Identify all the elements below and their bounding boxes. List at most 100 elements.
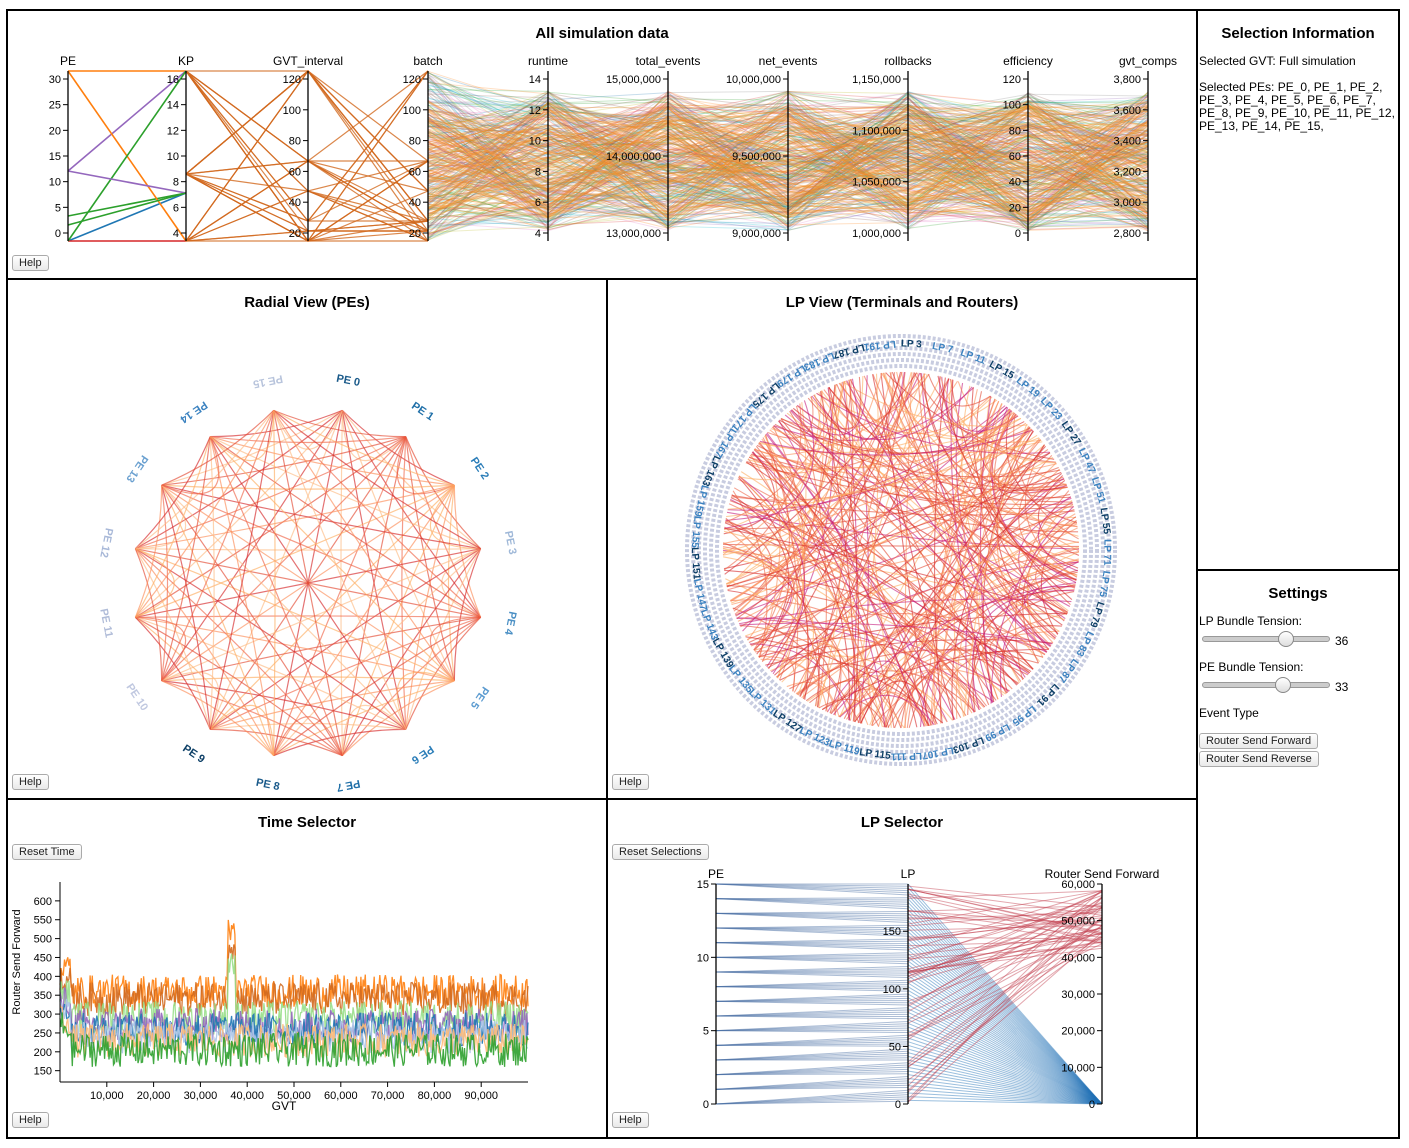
lp-selector-line bbox=[907, 1019, 1103, 1105]
lp-selector-line bbox=[907, 953, 1103, 1105]
radial-node-label[interactable]: PE 3 bbox=[502, 530, 518, 556]
lp-selector-line bbox=[907, 914, 1103, 944]
lp-node-label[interactable]: LP 3 bbox=[901, 338, 923, 350]
lp-node-label[interactable]: LP 111 bbox=[890, 750, 922, 762]
radial-node-label[interactable]: PE 6 bbox=[409, 743, 436, 766]
pc-axis[interactable]: rollbacks 1,150,000 1,100,000 1,050,000 1,00… bbox=[852, 54, 932, 241]
pc-axis[interactable]: batch 120 100 80 60 40 20 bbox=[403, 54, 443, 241]
radial-node-label[interactable]: PE 5 bbox=[468, 684, 491, 711]
radial-node-label[interactable]: PE 4 bbox=[502, 610, 519, 637]
lp-node-label[interactable]: LP 167 bbox=[712, 426, 738, 459]
lp-tension-slider[interactable] bbox=[1202, 631, 1330, 647]
time-series-line bbox=[59, 944, 529, 1018]
lp-edge bbox=[790, 410, 1051, 648]
lp-edge bbox=[745, 636, 944, 724]
pc-tick-label: 40 bbox=[1009, 177, 1021, 189]
lp-selector-help-button[interactable]: Help bbox=[612, 1112, 649, 1128]
lp-node-label[interactable]: LP 191 bbox=[863, 338, 896, 352]
reset-time-button[interactable]: Reset Time bbox=[12, 844, 82, 860]
lp-edge bbox=[738, 394, 821, 481]
lp-selector-line bbox=[715, 1013, 909, 1017]
radial-node-label[interactable]: PE 10 bbox=[123, 682, 150, 714]
lp-node-label[interactable]: LP 19 bbox=[1014, 375, 1042, 400]
lp-node-label[interactable]: LP 139 bbox=[710, 637, 736, 671]
lp-node-label[interactable]: LP 115 bbox=[859, 747, 892, 762]
pc-axis[interactable]: gvt_comps 3,800 3,600 3,400 3,200 3,000 2,800 bbox=[1113, 54, 1177, 241]
pc-axis[interactable]: KP 16 14 12 10 8 6 4 bbox=[167, 54, 194, 241]
lp-edge bbox=[976, 428, 1033, 700]
radial-edge bbox=[210, 436, 406, 444]
lp-node-label[interactable]: LP 75 bbox=[1096, 570, 1111, 598]
radial-node-label[interactable]: PE 2 bbox=[468, 455, 491, 482]
radial-node-label[interactable]: PE 13 bbox=[123, 453, 150, 485]
radial-node-label[interactable]: PE 0 bbox=[335, 373, 361, 389]
time-selector-help-button[interactable]: Help bbox=[12, 1112, 49, 1128]
lp-selector-line bbox=[907, 1063, 1103, 1105]
lp-node-label[interactable]: LP 15 bbox=[987, 359, 1016, 382]
lp-selector-line bbox=[715, 1023, 909, 1032]
radial-pe-chart[interactable]: PE 0 PE 1 PE 2 PE 3 PE 4 PE 5 PE 6 PE 7 PE 8 PE 9… bbox=[8, 280, 606, 798]
lp-selector-line bbox=[715, 979, 909, 988]
lp-edge bbox=[777, 402, 807, 679]
pc-axis[interactable]: GVT_interval 120 100 80 60 40 20 bbox=[273, 54, 343, 241]
radial-node-label[interactable]: PE 1 bbox=[409, 400, 436, 423]
lp-selector-line bbox=[907, 945, 1103, 960]
lp-tension-slider-thumb[interactable] bbox=[1278, 631, 1295, 647]
lp-edge bbox=[790, 375, 868, 436]
pc-axis[interactable]: runtime 14 12 10 8 6 4 bbox=[528, 54, 568, 241]
lp-node-label[interactable]: LP 71 bbox=[1101, 539, 1112, 566]
radial-node-label[interactable]: PE 12 bbox=[97, 527, 115, 559]
pc-axis[interactable]: net_events 10,000,000 9,500,000 9,000,000 bbox=[726, 54, 817, 241]
radial-node-label[interactable]: PE 7 bbox=[335, 777, 361, 793]
lp-node-label[interactable]: LP 155 bbox=[689, 515, 703, 548]
lp-selector-line bbox=[715, 1057, 909, 1061]
radial-edge bbox=[161, 676, 455, 682]
lp-selector-line bbox=[715, 995, 909, 1002]
lp-node-label[interactable]: LP 87 bbox=[1056, 656, 1081, 684]
lp-node-label[interactable]: LP 163 bbox=[699, 454, 722, 488]
radial-edge bbox=[135, 548, 481, 551]
pc-axis[interactable]: total_events 15,000,000 14,000,000 13,000,0… bbox=[606, 54, 700, 241]
time-series-line bbox=[59, 919, 529, 1010]
all-simulation-help-button[interactable]: Help bbox=[12, 255, 49, 271]
selected-pes-line: PE_13, PE_14, PE_15, bbox=[1199, 119, 1324, 133]
radial-node-label[interactable]: PE 9 bbox=[180, 743, 207, 766]
lp-edge bbox=[754, 414, 1018, 469]
pe-tension-slider[interactable] bbox=[1202, 677, 1330, 693]
pc-axis-label: rollbacks bbox=[884, 54, 931, 68]
lp-selector-line bbox=[715, 1100, 909, 1105]
router-send-forward-button[interactable]: Router Send Forward bbox=[1199, 733, 1319, 749]
all-simulation-panel: All simulation data PE 30 25 20 15 10 5 0 KP 16 14… bbox=[6, 9, 1198, 280]
lp-selector-line bbox=[907, 1081, 1103, 1105]
lp-view-help-button[interactable]: Help bbox=[612, 774, 649, 790]
lp-selector-line bbox=[907, 942, 1103, 1105]
time-selector-chart[interactable]: 600 550 500 450 400 350 300 250 200 150 10,000 20,0… bbox=[8, 800, 606, 1137]
lp-selector-line bbox=[715, 1011, 909, 1017]
reset-selections-button[interactable]: Reset Selections bbox=[612, 844, 709, 860]
radial-edge bbox=[273, 410, 343, 450]
radial-edge bbox=[134, 409, 343, 618]
lp-node-label[interactable]: LP 55 bbox=[1097, 507, 1112, 535]
pc-tick-label: 80 bbox=[409, 136, 421, 148]
pc-tick-label: 0 bbox=[1015, 228, 1021, 240]
pc-axis[interactable]: efficiency 120 100 80 60 40 20 0 bbox=[1003, 54, 1053, 241]
radial-help-button[interactable]: Help bbox=[12, 774, 49, 790]
lp-node-label[interactable]: LP 7 bbox=[931, 341, 954, 356]
lp-node-label[interactable]: LP 151 bbox=[689, 547, 702, 580]
radial-node-label[interactable]: PE 14 bbox=[177, 398, 209, 425]
radial-node-label[interactable]: PE 15 bbox=[252, 372, 284, 390]
router-send-reverse-button[interactable]: Router Send Reverse bbox=[1199, 751, 1319, 767]
radial-node-label[interactable]: PE 8 bbox=[255, 777, 281, 793]
pc-axis[interactable]: PE 30 25 20 15 10 5 0 bbox=[49, 54, 76, 241]
radial-node-label[interactable]: PE 11 bbox=[97, 608, 114, 639]
parallel-coordinates-chart[interactable]: PE 30 25 20 15 10 5 0 KP 16 14 12 10 8 6 4 GVT_interval 1… bbox=[8, 11, 1196, 278]
lp-edge bbox=[758, 442, 895, 728]
radial-edge bbox=[340, 410, 343, 756]
lp-selector-axis[interactable]: LP 150 100 50 0 bbox=[883, 867, 916, 1111]
pe-tension-slider-thumb[interactable] bbox=[1274, 677, 1291, 693]
pc-tick-label: 10,000,000 bbox=[726, 74, 781, 86]
